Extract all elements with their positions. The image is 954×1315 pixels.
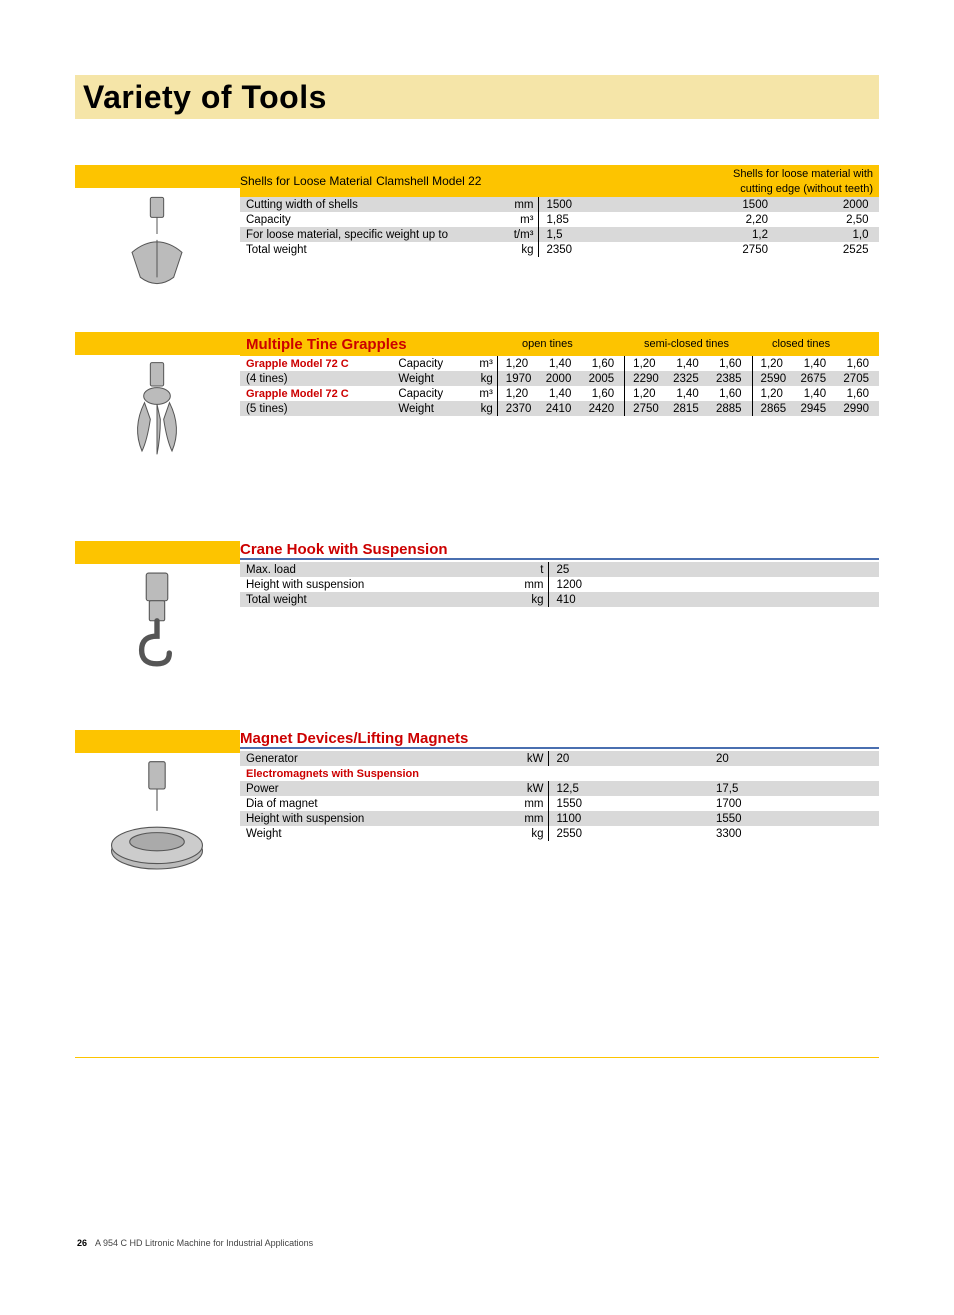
section-tab <box>75 541 240 564</box>
grapples-table: Grapple Model 72 C Capacity m³ 1,20 1,40… <box>240 356 879 416</box>
magnet-icon <box>107 759 207 879</box>
section-tab <box>75 730 240 753</box>
section-tab <box>75 165 240 188</box>
hook-icon <box>107 570 207 670</box>
magnet-table: Generator kW 20 20Electromagnets with Su… <box>240 751 879 841</box>
clamshell-icon <box>107 194 207 294</box>
section1-header: Shells for Loose Material Clamshell Mode… <box>240 165 879 197</box>
section1-subtitle: Clamshell Model 22 <box>376 174 481 188</box>
footer-rule <box>75 1057 879 1058</box>
section-grapples: Multiple Tine Grapples open tines semi-c… <box>75 332 879 461</box>
section-tab <box>75 332 240 355</box>
section-magnets: Magnet Devices/Lifting Magnets Generator… <box>75 730 879 879</box>
shells-table: Cutting width of shells mm 1500 1500 200… <box>240 197 879 257</box>
hook-table: Max. load t 25Height with suspension mm … <box>240 562 879 607</box>
page-footer: 26 A 954 C HD Litronic Machine for Indus… <box>75 1238 879 1248</box>
page-title-bar: Variety of Tools <box>75 75 879 119</box>
grapple-icon <box>107 361 207 461</box>
section4-header: Magnet Devices/Lifting Magnets <box>240 730 879 749</box>
section2-header: Multiple Tine Grapples open tines semi-c… <box>240 332 879 356</box>
page-title: Variety of Tools <box>83 79 327 116</box>
section-shells: Shells for Loose Material Clamshell Mode… <box>75 165 879 294</box>
section-crane-hook: Crane Hook with Suspension Max. load t 2… <box>75 541 879 670</box>
section2-title: Multiple Tine Grapples <box>246 336 407 353</box>
section1-title: Shells for Loose Material <box>240 174 372 188</box>
section1-right-note: Shells for loose material with cutting e… <box>733 167 873 197</box>
section3-header: Crane Hook with Suspension <box>240 541 879 560</box>
